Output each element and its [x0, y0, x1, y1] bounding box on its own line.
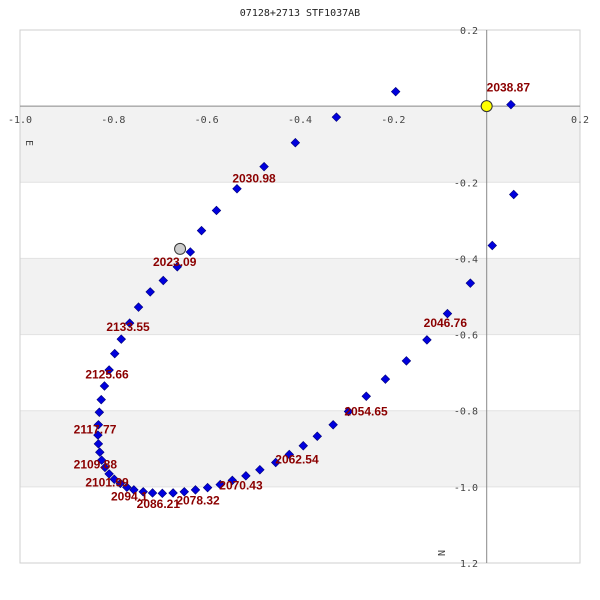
special-markers — [174, 100, 493, 255]
reference-marker — [174, 242, 187, 255]
orbit-point — [312, 431, 322, 441]
epoch-label: 2038.87 — [487, 81, 531, 95]
orbit-point — [158, 275, 168, 286]
x-axis-label: E — [23, 140, 34, 146]
x-tick-label: -0.4 — [288, 115, 312, 126]
orbit-point — [298, 441, 308, 451]
epoch-label: 2109.88 — [74, 458, 118, 472]
orbit-point — [290, 137, 301, 148]
orbit-point — [227, 475, 238, 486]
orbit-point — [185, 247, 196, 257]
orbit-point — [328, 420, 338, 430]
orbit-point — [168, 488, 178, 498]
orbit-point — [232, 184, 242, 194]
y-axis-label: N — [435, 550, 446, 556]
x-tick-label: -0.8 — [101, 115, 125, 126]
orbit-point — [138, 487, 148, 497]
orbit-point — [361, 391, 371, 401]
orbit-point — [109, 474, 119, 484]
orbit-point — [255, 465, 265, 475]
orbit-point — [96, 455, 107, 465]
x-tick-label: 0.2 — [571, 115, 589, 126]
x-tick-labels: -1.0 -0.8 -0.6 -0.4 -0.2 0.2 — [8, 115, 589, 126]
x-tick-label: -0.6 — [195, 115, 219, 126]
orbit-points — [93, 86, 519, 499]
epoch-label: 2023.09 — [153, 255, 197, 269]
orbit-point — [401, 356, 412, 366]
y-tick-label: -1.0 — [454, 483, 478, 494]
epoch-label: 2101.99 — [85, 475, 129, 489]
epoch-label: 2046.76 — [424, 316, 468, 330]
epoch-label: 2054.65 — [344, 404, 388, 418]
epoch-label: 2117.77 — [74, 423, 117, 437]
orbit-point — [124, 318, 135, 328]
orbit-point — [284, 449, 294, 460]
orbit-point — [179, 487, 189, 497]
background-band — [20, 258, 580, 335]
epoch-label: 2078.32 — [176, 493, 220, 507]
epoch-label: 2030.98 — [232, 171, 276, 185]
epoch-label: 2086.21 — [137, 497, 181, 511]
orbit-point — [259, 161, 269, 172]
orbit-point — [96, 394, 106, 405]
orbit-point — [241, 471, 251, 481]
y-tick-labels: 0.2 -0.2 -0.4 -0.6 -0.8 -1.0 1.2 — [454, 26, 478, 570]
orbit-point — [202, 482, 213, 493]
orbit-point — [390, 86, 401, 97]
orbit-point — [99, 381, 110, 391]
orbit-point — [331, 112, 342, 122]
orbit-point — [147, 488, 158, 498]
primary-star-marker — [480, 100, 493, 113]
orbit-point — [93, 439, 104, 449]
epoch-label: 2133.55 — [106, 320, 150, 334]
orbit-point — [129, 485, 139, 495]
y-tick-label: -0.6 — [454, 331, 478, 342]
orbit-point — [215, 479, 225, 490]
epoch-labels: 2038.87 2030.98 2023.09 2046.76 2133.55 2125.… — [74, 81, 531, 512]
epoch-label: 2062.54 — [275, 453, 319, 467]
orbit-point — [442, 308, 453, 319]
orbit-point — [104, 365, 114, 375]
y-tick-label: -0.8 — [454, 407, 478, 418]
orbit-point — [380, 374, 391, 384]
plot-frame — [19, 29, 581, 564]
orbit-point — [94, 407, 105, 417]
orbit-point — [115, 478, 126, 489]
orbit-point — [116, 334, 126, 344]
epoch-label: 2125.66 — [85, 367, 129, 381]
orbit-point — [133, 302, 144, 312]
orbit-point — [100, 462, 110, 473]
orbit-point — [122, 482, 132, 492]
chart-title: 07128+2713 STF1037AB — [240, 8, 360, 19]
orbit-point — [211, 205, 222, 216]
orbit-point — [110, 348, 120, 359]
orbit-point — [271, 457, 281, 468]
y-tick-label: -0.2 — [454, 178, 478, 189]
orbit-point — [465, 278, 476, 288]
x-tick-label: -0.2 — [381, 115, 405, 126]
orbit-point — [509, 189, 519, 200]
orbit-point — [422, 335, 432, 345]
orbit-point — [190, 485, 201, 495]
orbit-point — [196, 225, 207, 236]
y-tick-label: -0.4 — [454, 254, 478, 265]
orbit-point — [506, 99, 516, 110]
orbit-point — [93, 430, 103, 440]
orbit-point — [343, 406, 354, 417]
orbit-point — [93, 420, 104, 430]
orbit-point — [104, 469, 114, 479]
orbit-point — [172, 262, 182, 272]
y-tick-label: 1.2 — [460, 559, 478, 570]
orbit-point — [157, 488, 168, 499]
orbit-point — [487, 240, 497, 251]
epoch-label: 2094.1 — [111, 490, 148, 504]
orbit-point — [145, 287, 155, 297]
y-tick-label: 0.2 — [460, 26, 478, 37]
orbit-point — [95, 447, 105, 457]
x-tick-label: -1.0 — [8, 115, 32, 126]
epoch-label: 2070.43 — [219, 479, 263, 493]
